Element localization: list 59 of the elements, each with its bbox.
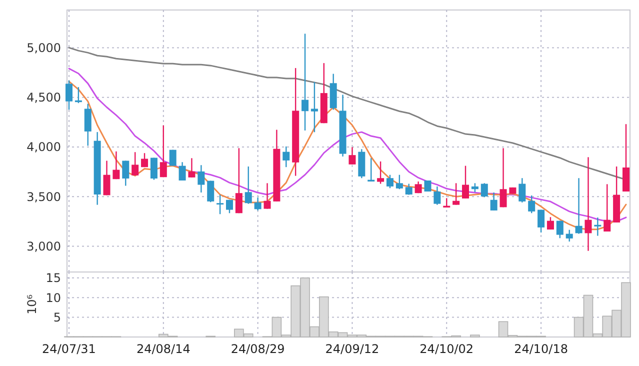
candlestick bbox=[546, 216, 554, 230]
candlestick bbox=[169, 149, 176, 166]
candlestick bbox=[244, 166, 252, 204]
candlestick bbox=[122, 160, 130, 186]
candlestick bbox=[282, 146, 290, 168]
candlestick bbox=[556, 220, 564, 239]
candlestick bbox=[264, 182, 271, 210]
candlestick bbox=[405, 183, 412, 196]
candlestick bbox=[235, 148, 242, 214]
y-tick-label: 3,000 bbox=[26, 239, 61, 254]
candlestick bbox=[490, 192, 498, 212]
x-tick-label: 24/10/18 bbox=[514, 342, 568, 356]
candlestick bbox=[348, 146, 356, 166]
candlestick bbox=[226, 199, 233, 214]
candlestick bbox=[518, 178, 526, 204]
candlestick bbox=[528, 194, 536, 214]
candlestick bbox=[216, 194, 224, 215]
x-tick-label: 24/08/29 bbox=[230, 342, 285, 356]
candlestick bbox=[198, 164, 205, 194]
candlestick bbox=[538, 209, 545, 234]
y-tick-label: 15 bbox=[46, 271, 61, 286]
candlestick bbox=[575, 178, 582, 234]
candlestick bbox=[604, 184, 611, 232]
candlestick bbox=[584, 156, 592, 252]
y-tick-label: 4,000 bbox=[26, 140, 61, 154]
y-tick-label: 10 bbox=[46, 290, 61, 305]
candlestick bbox=[188, 158, 196, 178]
candlestick bbox=[302, 33, 309, 132]
y-tick-label: 5 bbox=[53, 310, 61, 325]
candlestick bbox=[386, 174, 394, 189]
x-tick-label: 24/08/14 bbox=[136, 342, 190, 356]
candlestick bbox=[594, 216, 602, 236]
x-tick-label: 24/07/31 bbox=[42, 342, 96, 356]
candlestick bbox=[500, 148, 507, 208]
x-tick-label: 24/10/02 bbox=[420, 342, 474, 356]
candlestick bbox=[160, 124, 167, 178]
x-tick-label: 24/09/12 bbox=[325, 342, 380, 356]
y-tick-label: 4,500 bbox=[26, 90, 61, 105]
candlestick bbox=[103, 160, 110, 196]
y-tick-label: 3,500 bbox=[26, 190, 61, 204]
candlestick bbox=[396, 174, 403, 190]
candlestick bbox=[141, 152, 148, 168]
candlestick bbox=[132, 152, 139, 176]
candlestick bbox=[254, 196, 262, 212]
candlestick bbox=[462, 165, 470, 200]
candlestick bbox=[434, 186, 441, 206]
y-tick-label: 5,000 bbox=[26, 40, 61, 55]
candlestick bbox=[112, 150, 120, 180]
candlestick bbox=[178, 162, 186, 182]
candlestick bbox=[310, 81, 318, 133]
candlestick bbox=[480, 182, 488, 198]
candlestick bbox=[566, 229, 573, 242]
y-axis-title: 10⁶ bbox=[25, 294, 39, 315]
candlestick bbox=[452, 182, 460, 206]
candlestick bbox=[84, 103, 92, 146]
candlestick bbox=[207, 180, 214, 203]
candlestick bbox=[66, 80, 72, 110]
candlestick bbox=[377, 160, 384, 184]
candlestick bbox=[150, 157, 158, 180]
